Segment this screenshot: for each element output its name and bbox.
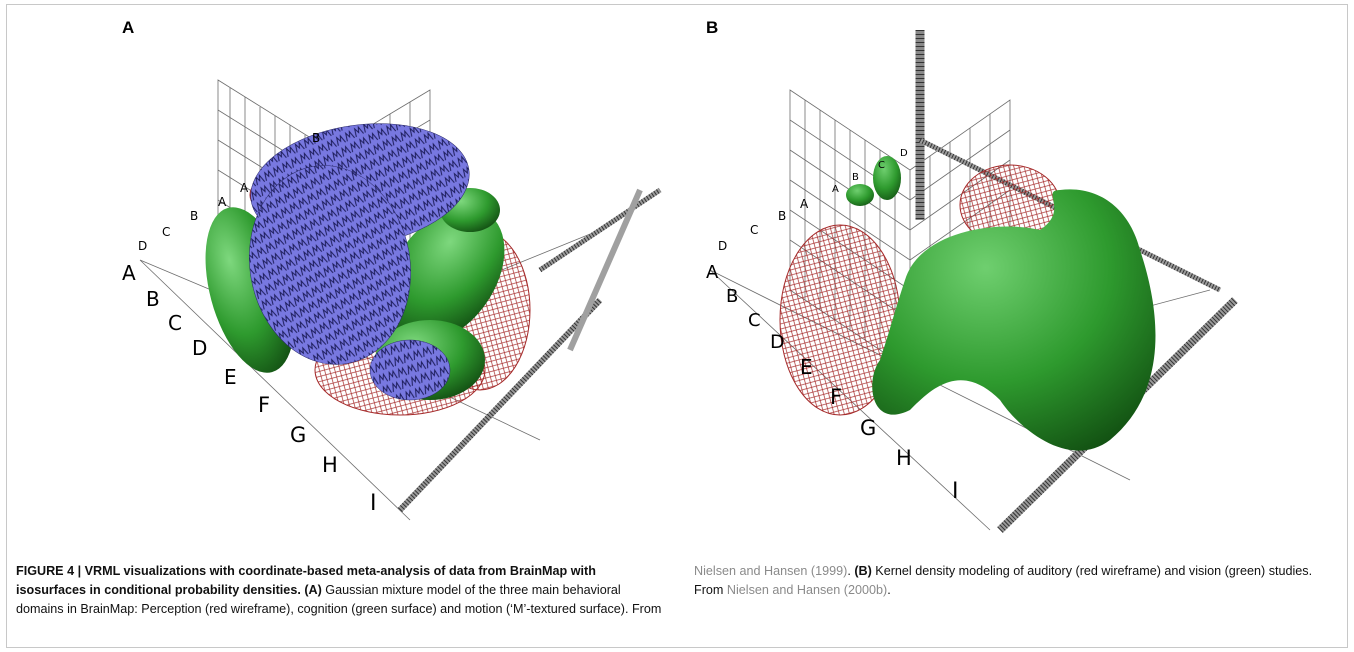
- caption-left: FIGURE 4 | VRML visualizations with coor…: [16, 562, 666, 619]
- caption-a-label: (A): [304, 583, 322, 597]
- green-vision-small-1: [846, 184, 874, 206]
- axis-label-large: D: [192, 336, 207, 360]
- caption-separator: .: [847, 564, 855, 578]
- m-surface-main: [249, 165, 411, 365]
- axis-label-large: D: [770, 331, 785, 353]
- axis-label-large: C: [748, 310, 761, 331]
- axis-label-small: B: [852, 172, 859, 183]
- axis-label-large: A: [122, 261, 136, 285]
- figure-frame: [6, 4, 1348, 648]
- axis-label-small: C: [162, 225, 170, 239]
- axis-label-small: A: [240, 181, 249, 195]
- axis-label-large: I: [370, 491, 377, 516]
- axis-label-large: H: [896, 446, 912, 470]
- caption-ref-1999[interactable]: Nielsen and Hansen (1999): [694, 564, 848, 578]
- axis-label-large: B: [726, 286, 738, 307]
- axis-label-large: B: [146, 287, 160, 311]
- axis-label-small: D: [718, 239, 727, 253]
- panel-b-visualization: D C B A A B C D A B C D E F G H I: [706, 30, 1238, 533]
- panel-b: B: [690, 10, 1290, 540]
- axis-label-large: E: [224, 365, 237, 389]
- green-surface-2: [385, 207, 505, 343]
- caption-right: Nielsen and Hansen (1999). (B) Kernel de…: [694, 562, 1344, 600]
- caption-end: .: [887, 583, 891, 597]
- caption-figure-label: FIGURE 4 | VRML visualizations with coor…: [16, 564, 596, 597]
- axis-label-large: G: [290, 423, 306, 447]
- m-surface-small: [369, 339, 451, 401]
- axis-label-large: I: [952, 479, 959, 504]
- panel-a-letter: A: [122, 18, 135, 37]
- axis-label-small: B: [190, 209, 198, 223]
- axis-label-small: D: [900, 148, 908, 159]
- panel-a-visualization: D C B A A B A B C D E F G H I: [122, 79, 662, 521]
- panel-a: A: [100, 10, 680, 540]
- axis-label-small: A: [832, 184, 839, 195]
- axis-label-small: D: [138, 239, 147, 253]
- axis-label-large: H: [322, 453, 338, 477]
- axis-label-large: F: [830, 385, 842, 409]
- caption-b-label: (B): [854, 564, 872, 578]
- axis-label-small: C: [878, 160, 885, 171]
- ruler-axes-a: [337, 138, 662, 513]
- axis-label-small: A: [218, 195, 227, 209]
- axis-label-small: C: [750, 223, 758, 237]
- axis-label-small: A: [800, 197, 809, 211]
- green-vision-small-2: [873, 156, 901, 200]
- caption-ref-2000b[interactable]: Nielsen and Hansen (2000b): [726, 583, 888, 597]
- axis-label-large: E: [800, 355, 813, 379]
- axis-label-large: A: [706, 262, 719, 283]
- green-vision-surface: [872, 189, 1156, 451]
- axis-label-small: B: [312, 131, 320, 145]
- caption-a-text: Gaussian mixture model of the three main…: [16, 583, 662, 616]
- axis-label-large: C: [168, 311, 182, 335]
- axis-label-large: G: [860, 416, 876, 440]
- axis-label-large: F: [258, 393, 270, 417]
- caption-b-text: Kernel density modeling of auditory (red…: [694, 564, 1313, 597]
- axis-label-small: B: [778, 209, 786, 223]
- panel-b-letter: B: [706, 18, 719, 37]
